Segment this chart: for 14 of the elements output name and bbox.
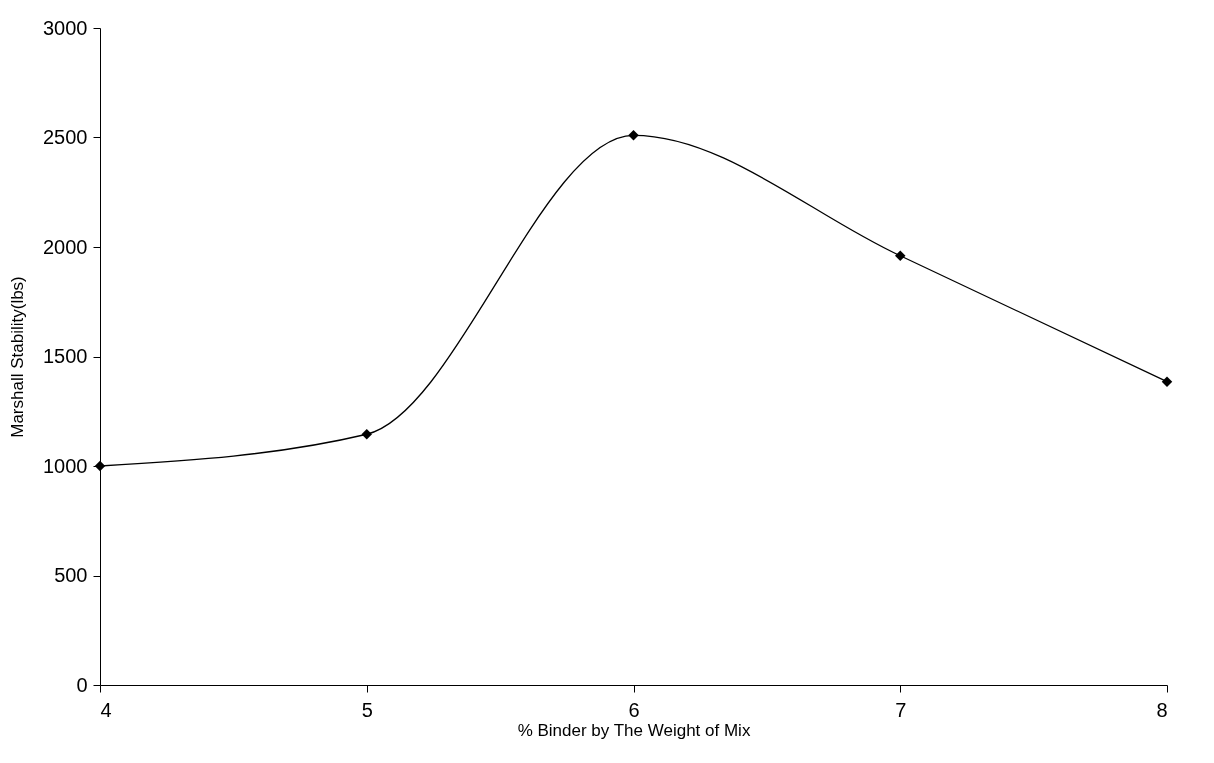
y-tick-label: 2000 [43, 235, 88, 258]
x-tick-label: 4 [100, 698, 112, 721]
y-axis-title: Marshall Stability(lbs) [8, 276, 28, 438]
x-tick-label: 8 [1156, 698, 1168, 721]
y-tick-label: 1000 [43, 454, 88, 477]
y-tick-label: 1500 [43, 345, 88, 367]
x-tick-label: 7 [895, 698, 907, 721]
y-tick-label: 500 [54, 564, 88, 586]
x-tick-label: 5 [361, 698, 373, 721]
y-tick-label: 0 [76, 673, 88, 696]
y-tick-label: 2500 [43, 126, 88, 148]
x-tick-label: 6 [628, 698, 640, 721]
y-tick-label: 3000 [43, 16, 88, 39]
x-axis-title: % Binder by The Weight of Mix [517, 720, 751, 740]
